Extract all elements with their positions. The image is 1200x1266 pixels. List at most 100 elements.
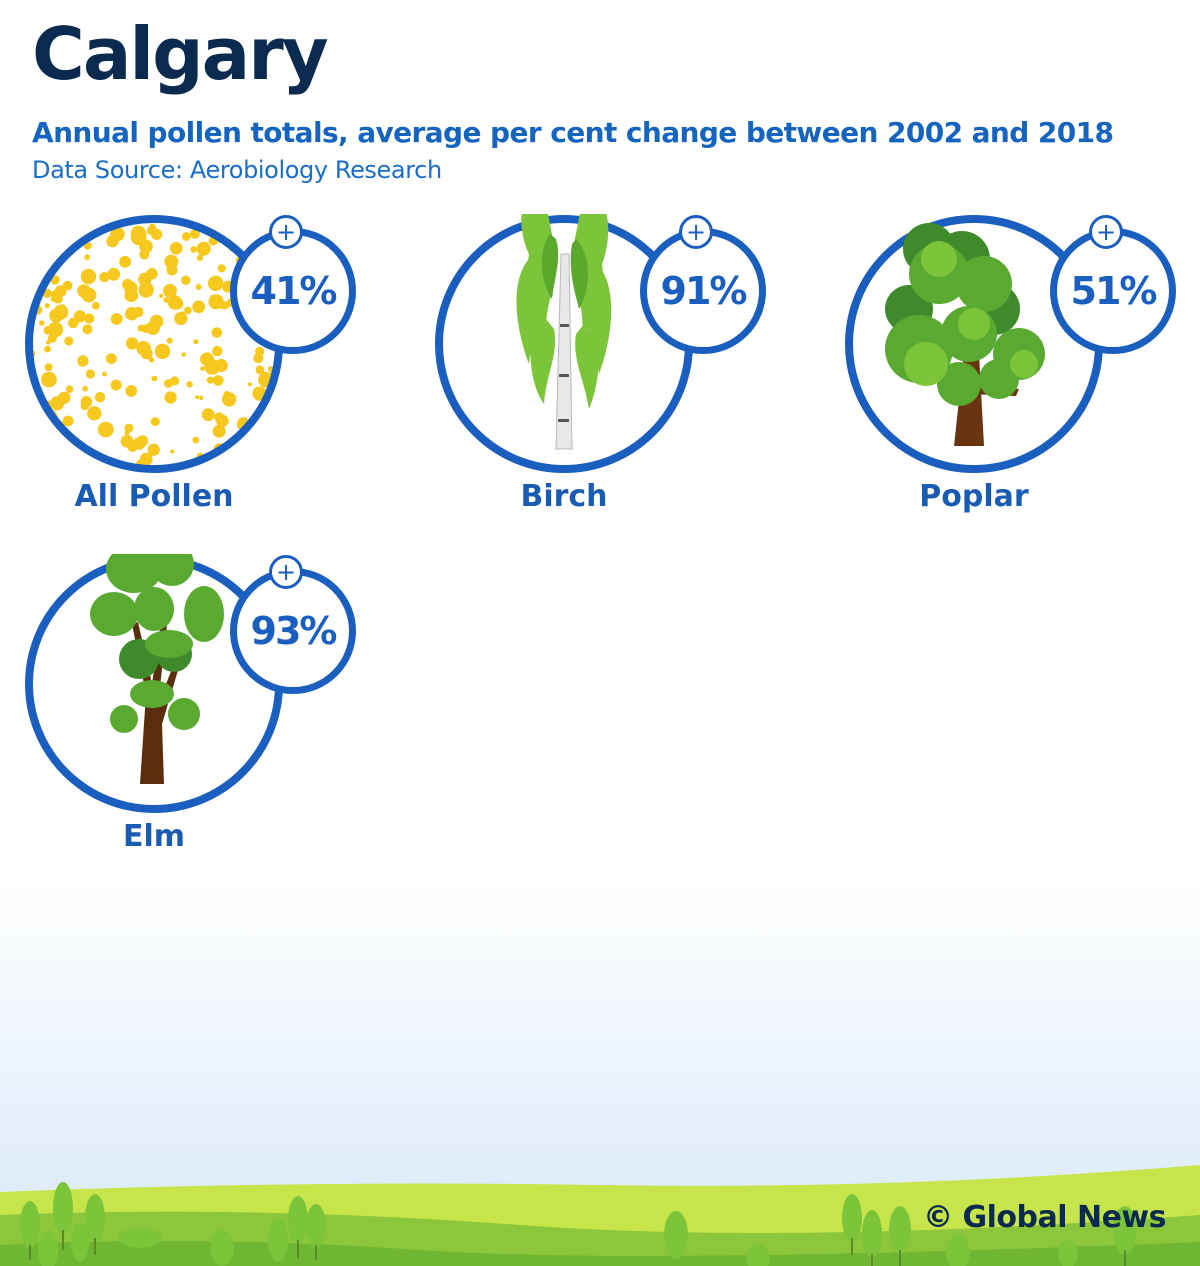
pollen-dot — [267, 414, 277, 430]
pollen-dot — [226, 469, 231, 474]
pollen-dot — [85, 369, 95, 379]
pollen-dot — [170, 376, 180, 386]
pollen-dot — [91, 301, 100, 310]
pollen-dot — [106, 235, 119, 248]
pollen-dot — [60, 221, 75, 222]
pollen-dot — [82, 324, 93, 335]
pollen-dot — [192, 436, 200, 444]
pollen-dot — [107, 267, 121, 281]
pollen-dot — [94, 392, 106, 403]
pollen-dot — [122, 278, 133, 290]
pollen-dot — [44, 363, 53, 372]
pollen-dot — [24, 406, 31, 415]
pollen-dot — [31, 265, 33, 281]
pollen-dot — [159, 293, 164, 298]
pollen-dot — [218, 301, 227, 309]
pollen-dot — [212, 345, 223, 357]
pollen-dot — [265, 418, 275, 428]
pollen-dot — [130, 225, 147, 242]
pollen-dot — [163, 297, 170, 303]
plus-icon: + — [679, 215, 713, 249]
item-label: All Pollen — [74, 479, 234, 514]
pollen-dot — [212, 424, 226, 438]
pollen-dot — [253, 353, 264, 364]
pollen-dot — [42, 228, 49, 235]
pollen-dot — [184, 306, 192, 315]
pollen-dot — [213, 375, 224, 386]
pollen-dot — [50, 396, 65, 411]
pollen-dot — [99, 272, 110, 283]
pollen-dot — [124, 288, 139, 303]
pollen-dot — [79, 313, 85, 318]
percent-value: 91% — [660, 269, 748, 313]
pollen-dot — [216, 221, 225, 225]
pollen-dot — [110, 313, 123, 325]
pollen-dot — [59, 304, 67, 312]
pollen-dot — [164, 391, 177, 404]
pollen-dot — [192, 300, 206, 314]
pollen-dot — [40, 221, 51, 225]
pollen-dot — [53, 241, 60, 248]
pollen-dot — [167, 295, 182, 310]
pollen-dot — [200, 352, 214, 367]
pollen-dot — [141, 436, 147, 442]
pollen-dot — [65, 385, 74, 393]
pollen-dot — [125, 307, 139, 321]
pollen-dot — [82, 385, 88, 392]
pollen-dot — [181, 232, 191, 241]
pollen-dot — [125, 385, 138, 397]
pollen-dot — [41, 451, 49, 459]
pollen-dot — [93, 214, 102, 219]
birch-tree-icon — [435, 214, 693, 473]
pollen-dot — [43, 326, 53, 335]
pollen-dot — [80, 268, 97, 285]
pollen-dot — [73, 310, 86, 323]
percent-value: 41% — [250, 269, 338, 313]
pollen-dot — [200, 366, 205, 371]
pollen-dot — [47, 333, 57, 343]
pollen-dots-icon — [24, 214, 283, 474]
item-label: Poplar — [919, 479, 1029, 514]
pollen-dot — [139, 249, 150, 260]
pollen-dot — [180, 311, 186, 317]
pollen-dot — [62, 415, 74, 427]
pollen-dot — [149, 314, 164, 329]
pollen-dot — [97, 421, 114, 438]
pollen-dot — [44, 345, 51, 353]
percent-value: 51% — [1070, 269, 1158, 313]
pollen-dot — [199, 395, 204, 400]
item-label: Birch — [520, 479, 608, 514]
pollen-dot — [195, 284, 202, 290]
item-label: Elm — [122, 819, 186, 854]
pollen-dot — [24, 261, 31, 272]
pollen-dot — [276, 428, 277, 442]
pollen-dot — [140, 347, 153, 360]
pollen-dot — [221, 392, 237, 407]
credit-global-news: © Global News — [923, 1200, 1166, 1235]
pollen-dot — [41, 371, 57, 388]
pollen-dot — [39, 320, 45, 326]
pollen-dot — [80, 396, 93, 408]
pollen-dot — [201, 408, 215, 422]
pollen-dot — [139, 452, 153, 466]
pollen-dot — [52, 221, 66, 224]
pollen-dot — [190, 246, 197, 253]
pollen-dot — [138, 282, 154, 298]
pollen-dot — [148, 357, 155, 363]
pollen-dot — [214, 358, 228, 373]
pollen-dot — [102, 371, 107, 377]
pollen-dot — [24, 373, 28, 378]
plus-icon: + — [269, 555, 303, 589]
pollen-dot — [84, 254, 90, 261]
pollen-dot — [166, 337, 173, 344]
percent-badge: 41% — [230, 228, 356, 354]
pollen-dot — [181, 352, 186, 357]
pollen-dot — [146, 228, 153, 234]
pollen-dot — [169, 242, 183, 255]
pollen-dot — [151, 375, 158, 382]
pollen-dot — [147, 443, 160, 456]
poplar-tree-icon — [845, 215, 1103, 473]
pollen-dot — [268, 447, 277, 463]
page-subtitle: Annual pollen totals, average per cent c… — [32, 116, 1114, 149]
pollen-dot — [211, 327, 223, 338]
